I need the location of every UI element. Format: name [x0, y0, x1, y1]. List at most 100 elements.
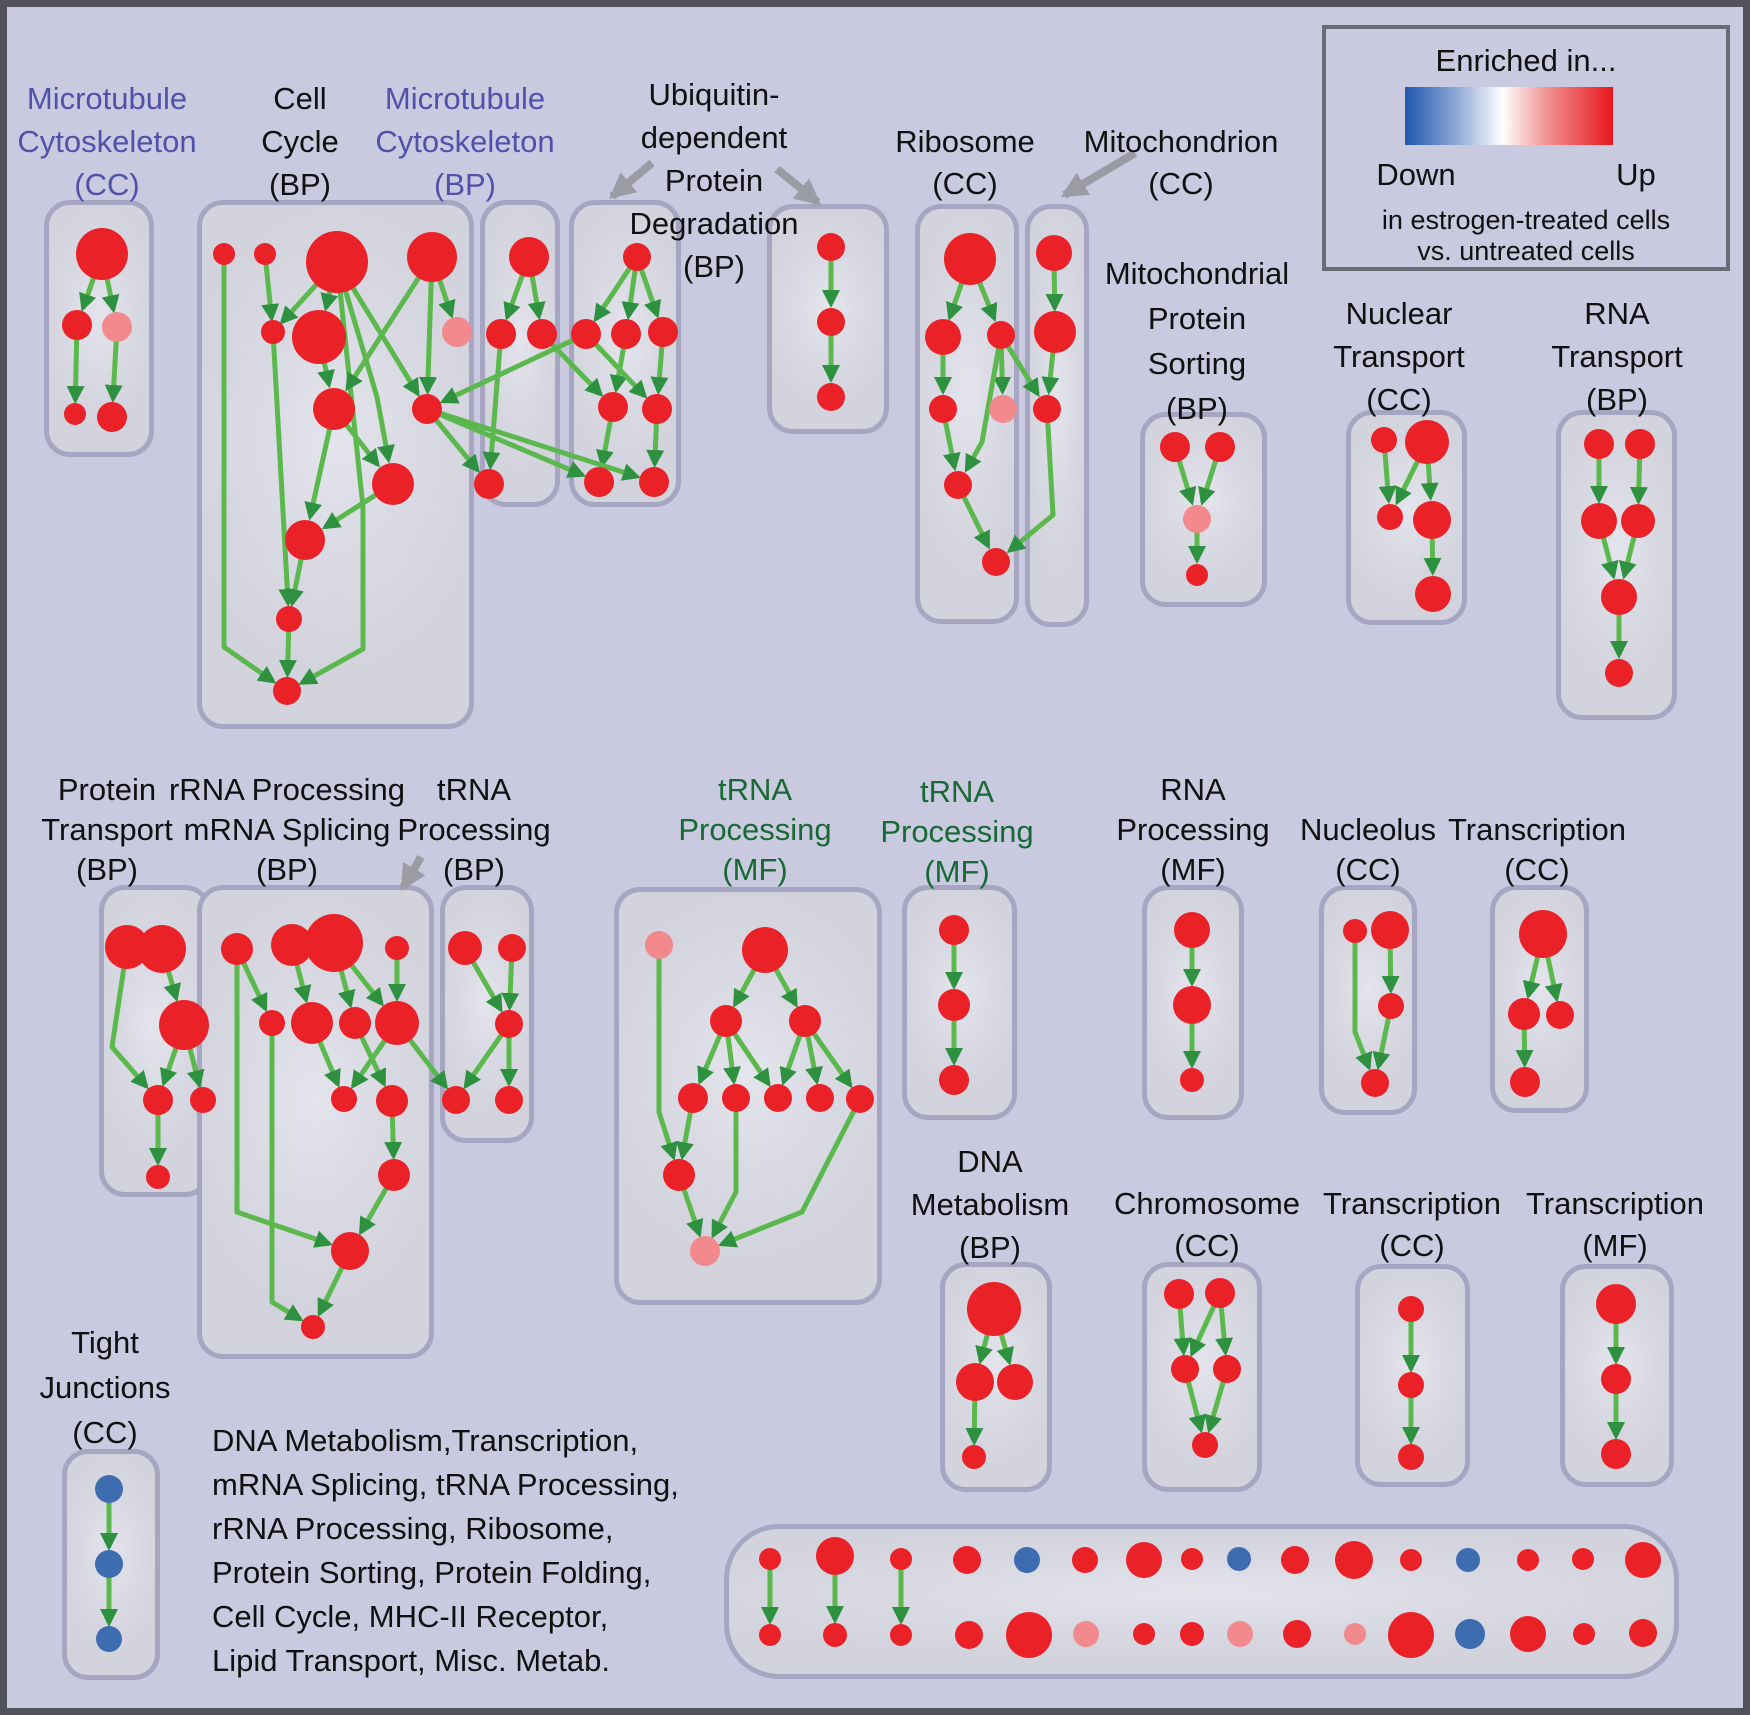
go-term-node [1174, 912, 1210, 948]
go-term-node [1510, 1616, 1546, 1652]
go-term-node [1581, 503, 1617, 539]
go-term-node [1171, 1355, 1199, 1383]
label-line: Mitochondrial [1104, 256, 1290, 291]
go-term-node [639, 467, 669, 497]
summary-line: Protein Sorting, Protein Folding, [212, 1555, 652, 1590]
go-term-node [331, 1086, 357, 1112]
go-term-node [159, 1000, 209, 1050]
go-term-node [1400, 1549, 1422, 1571]
go-term-node [1281, 1546, 1309, 1574]
label-line: Ubiquitin- [648, 77, 780, 112]
go-term-node [817, 233, 845, 261]
go-term-node [1180, 1622, 1204, 1646]
go-term-node [95, 1550, 123, 1578]
go-term-node [1398, 1372, 1424, 1398]
relation-edge [269, 1023, 304, 1322]
label-line: (BP) [256, 852, 318, 887]
label-line: mRNA Splicing [183, 812, 391, 847]
legend-down-label: Down [1376, 157, 1456, 192]
label-line: Ribosome [895, 124, 1035, 159]
label-line: (CC) [1379, 1228, 1445, 1263]
rna-processing-label: RNA Processing (MF) [973, 770, 1413, 890]
summary-text-block: DNA Metabolism,Transcription, mRNA Splici… [212, 1419, 679, 1683]
relation-edge [439, 331, 588, 404]
go-term-node [939, 915, 969, 945]
go-term-node [1398, 1296, 1424, 1322]
go-term-node [648, 317, 678, 347]
go-term-node [997, 1364, 1033, 1400]
transcription-cc-a-label: Transcription (CC) [1317, 810, 1743, 890]
summary-line: mRNA Splicing, tRNA Processing, [212, 1467, 679, 1502]
go-term-node [584, 467, 614, 497]
go-term-node [642, 394, 672, 424]
label-line: (CC) [932, 166, 998, 201]
label-line: Nuclear [1345, 296, 1453, 331]
go-term-node [759, 1624, 781, 1646]
go-term-node [378, 1159, 410, 1191]
tight-junctions-label: Tight Junctions (CC) [7, 1320, 325, 1455]
go-term-node [1629, 1619, 1657, 1647]
go-term-node [1596, 1284, 1636, 1324]
nucleolus-label: Nucleolus (CC) [1148, 810, 1588, 890]
label-line: Transcription [1525, 1186, 1705, 1221]
relation-edge [270, 331, 297, 607]
go-term-node [623, 243, 651, 271]
relation-edge [964, 334, 1004, 473]
label-line: tRNA [436, 772, 512, 807]
go-term-node [956, 1363, 994, 1401]
legend-up-label: Up [1616, 157, 1656, 192]
label-line: Metabolism [910, 1187, 1070, 1222]
go-term-node [611, 319, 641, 349]
go-term-node [1164, 1279, 1194, 1309]
go-term-node [967, 1282, 1021, 1336]
go-term-node [291, 1002, 333, 1044]
go-term-node [944, 471, 972, 499]
label-line: (MF) [1582, 1228, 1648, 1263]
graph-canvas [62, 149, 1661, 1658]
go-term-node [1601, 1439, 1631, 1469]
go-term-node [1133, 1623, 1155, 1645]
transcription-mf-label: Transcription (MF) [1395, 1183, 1743, 1267]
go-term-node [97, 402, 127, 432]
ubiquitin-label: Ubiquitin-dependent Protein Degradation (BP… [494, 73, 934, 288]
go-term-node [982, 548, 1010, 576]
cell-cycle-label: Cell Cycle (BP) [80, 77, 520, 206]
label-line: (BP) [683, 249, 745, 284]
go-term-node [376, 1085, 408, 1117]
summary-line: rRNA Processing, Ribosome, [212, 1511, 614, 1546]
label-line: Processing [1116, 812, 1270, 847]
go-term-node [1455, 1619, 1485, 1649]
label-line: tRNA [919, 774, 995, 809]
pointer-arrow [774, 165, 821, 206]
ribosome-label: Ribosome (CC) [745, 121, 1185, 205]
label-line: dependent [640, 120, 788, 155]
go-term-node [817, 383, 845, 411]
mito-sorting-label: Mitochondrial Protein Sorting (BP) [977, 251, 1417, 431]
go-term-node [448, 931, 482, 965]
label-line: Transport [1551, 339, 1683, 374]
label-line: (MF) [722, 852, 788, 887]
label-line: Junctions [39, 1370, 171, 1405]
go-term-node [1584, 429, 1614, 459]
go-term-node [722, 1084, 750, 1112]
go-term-node [1180, 1068, 1204, 1092]
go-term-node [1378, 993, 1404, 1019]
label-line: Processing [397, 812, 551, 847]
label-line: (CC) [1174, 1228, 1240, 1263]
cluster-box-chromosome [1142, 1262, 1262, 1492]
go-term-node [412, 394, 442, 424]
relation-edge [717, 1097, 863, 1248]
go-term-node [938, 989, 970, 1021]
go-term-node [1227, 1621, 1253, 1647]
go-term-node [495, 1086, 523, 1114]
go-term-node [95, 1475, 123, 1503]
transcription-cc-b-label: Transcription (CC) [1192, 1183, 1632, 1267]
go-term-node [143, 1085, 173, 1115]
label-line: (MF) [1160, 852, 1226, 887]
relation-edge [656, 945, 678, 1161]
label-line: (CC) [1335, 852, 1401, 887]
go-term-node [1625, 1542, 1661, 1578]
label-line: Protein [1147, 301, 1247, 336]
go-term-node [759, 1548, 781, 1570]
go-term-node [62, 310, 92, 340]
